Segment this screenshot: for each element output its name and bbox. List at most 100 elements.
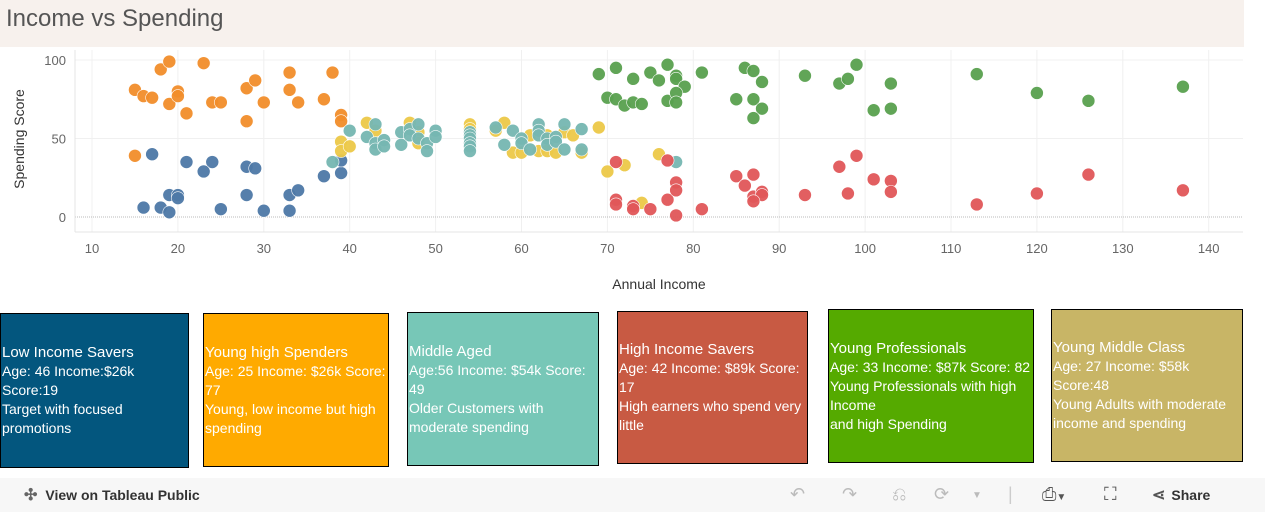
data-point — [1030, 186, 1044, 201]
fullscreen-icon[interactable]: ⛶ — [1104, 484, 1117, 504]
x-tick-label: 120 — [1026, 241, 1048, 256]
data-point — [643, 65, 658, 80]
x-tick-label: 20 — [171, 241, 185, 256]
data-point — [523, 142, 537, 157]
data-point — [798, 188, 812, 202]
view-on-tableau-link[interactable]: ✣ View on Tableau Public — [24, 485, 200, 505]
data-point — [592, 67, 606, 81]
data-point — [488, 120, 503, 135]
data-point — [214, 202, 228, 216]
data-point — [669, 208, 683, 223]
data-point — [866, 103, 881, 118]
data-point — [746, 64, 761, 78]
segment-title: Young high Spenders — [205, 343, 348, 361]
data-point — [660, 153, 675, 168]
data-point — [205, 155, 220, 169]
scatter-chart: 10 20 30 40 50 60 70 80 90 100 110 120 130 140 0 50 100 A… — [11, 50, 1243, 292]
segment-line: Target with focused promotions — [2, 401, 123, 436]
refresh-dropdown-icon[interactable]: ▼ — [972, 490, 982, 501]
data-point — [1176, 79, 1190, 94]
x-tick-label: 80 — [686, 241, 700, 256]
data-point — [798, 68, 812, 83]
y-axis-label: Spending Score — [11, 89, 27, 189]
data-point — [669, 183, 683, 198]
revert-icon[interactable]: ⎌ — [892, 484, 907, 504]
segment-line: Young, low income but high spending — [205, 400, 376, 436]
tableau-logo-icon: ✣ — [24, 487, 38, 504]
x-tick-label: 70 — [600, 241, 614, 256]
segment-line: Older Customers with moderate spending — [409, 399, 544, 435]
data-point — [248, 73, 263, 88]
data-point — [574, 122, 589, 136]
segment-line: Age: 42 Income: $89k Score: 17 — [619, 360, 800, 395]
tableau-toolbar: ✣ View on Tableau Public ↶ ↷ ⎌ ⟳ ▼ | ⎙▼ … — [0, 478, 1265, 512]
data-point — [291, 183, 305, 198]
data-point — [841, 186, 855, 201]
data-point — [171, 191, 185, 205]
data-point — [849, 148, 864, 163]
data-point — [317, 169, 331, 183]
data-point — [325, 155, 340, 169]
data-point — [884, 76, 898, 91]
title-bar: Income vs Spending — [0, 0, 1244, 47]
segment-line: Age: 25 Income: $26k Score: 77 — [205, 362, 386, 398]
data-point — [196, 164, 211, 179]
data-point — [746, 92, 761, 107]
x-tick-label: 10 — [85, 241, 99, 256]
data-point — [377, 139, 391, 154]
segment-card: Young Middle Class Age: 27 Income: $58k Sc… — [1051, 309, 1243, 462]
data-point — [428, 130, 443, 144]
download-icon[interactable]: ⎙▼ — [1042, 484, 1067, 504]
data-point — [196, 56, 211, 70]
data-point — [695, 65, 709, 80]
data-point — [841, 72, 855, 86]
undo-icon[interactable]: ↶ — [790, 484, 806, 504]
data-point — [214, 95, 228, 110]
data-point — [128, 148, 142, 163]
data-point — [325, 65, 340, 80]
x-tick-label: 100 — [854, 241, 876, 256]
toolbar-divider: | — [1008, 484, 1013, 504]
data-point — [463, 144, 477, 158]
data-point — [755, 101, 769, 116]
segment-line: Age:56 Income: $54k Score: 49 — [409, 361, 586, 397]
share-label: Share — [1171, 487, 1211, 503]
redo-icon[interactable]: ↷ — [842, 484, 858, 504]
data-point — [660, 57, 675, 72]
view-on-tableau-label: View on Tableau Public — [45, 487, 200, 503]
segment-line: Young Adults with moderate income and sp… — [1053, 396, 1227, 431]
x-tick-label: 140 — [1198, 241, 1220, 256]
data-point — [592, 120, 606, 135]
data-point — [746, 167, 761, 182]
share-icon: ⋖ — [1152, 487, 1166, 504]
data-point — [506, 123, 520, 138]
data-point — [884, 101, 898, 116]
data-point — [162, 205, 177, 220]
data-point — [609, 61, 623, 75]
segment-title: High Income Savers — [619, 341, 755, 358]
segment-line: Age: 27 Income: $58k — [1053, 358, 1190, 374]
data-point — [1081, 167, 1096, 182]
x-tick-label: 90 — [772, 241, 786, 256]
share-button[interactable]: ⋖ Share — [1152, 485, 1210, 505]
data-point — [179, 106, 194, 121]
data-point — [643, 202, 658, 216]
data-point — [136, 200, 151, 215]
data-point — [145, 147, 159, 161]
data-point — [626, 72, 640, 86]
data-point — [634, 97, 649, 111]
data-point — [849, 57, 864, 72]
x-axis-label: Annual Income — [612, 276, 706, 292]
segment-card: Middle Aged Age:56 Income: $54k Score: 49… — [407, 312, 599, 466]
refresh-icon[interactable]: ⟳ — [934, 484, 950, 504]
segment-line: Score:48 — [1053, 377, 1110, 393]
data-point — [600, 164, 615, 179]
data-point — [368, 117, 383, 132]
data-point — [1176, 183, 1190, 198]
data-point — [969, 67, 984, 81]
data-point — [660, 192, 675, 207]
data-point — [162, 54, 177, 69]
data-point — [248, 161, 263, 176]
data-point — [549, 134, 563, 149]
data-point — [969, 197, 984, 212]
